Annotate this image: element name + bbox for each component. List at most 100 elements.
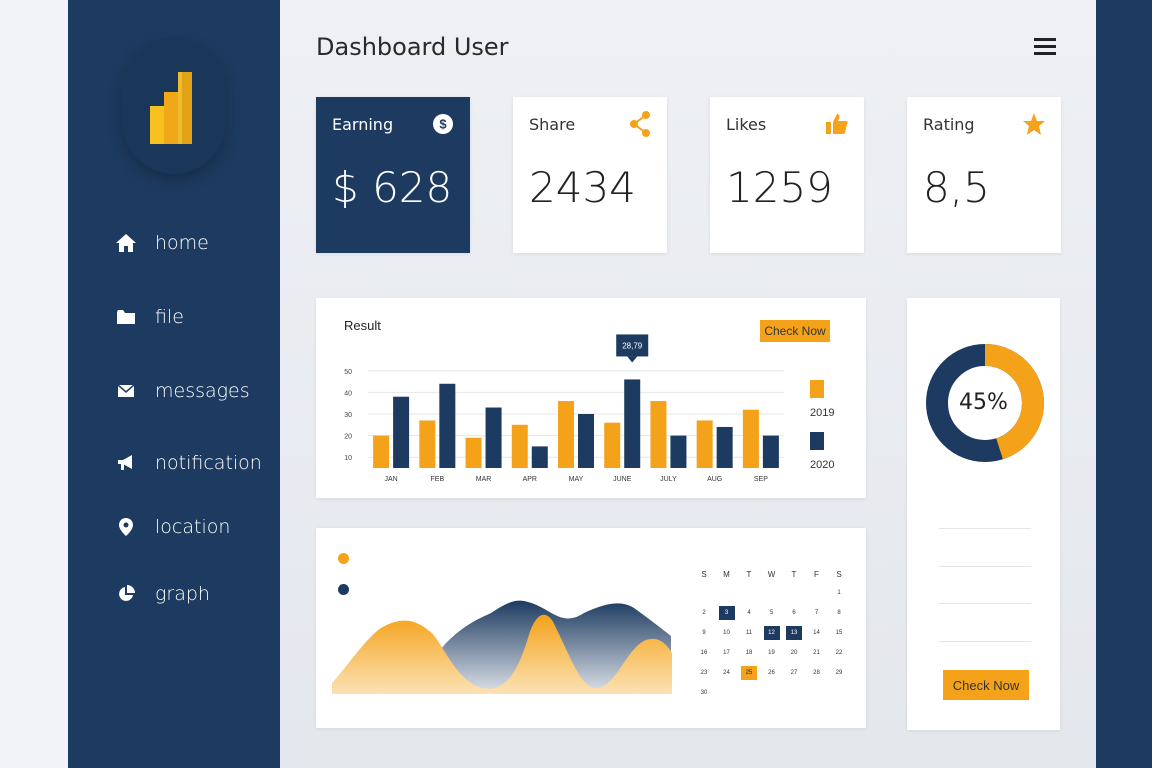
bar-2019-aug	[696, 420, 713, 468]
chart-title: Result	[344, 318, 381, 333]
bar-chart-logo-icon	[150, 72, 192, 144]
sidebar-item-home[interactable]: home	[116, 228, 209, 258]
area-series-orange	[332, 614, 672, 694]
stat-card-likes: Likes 1259	[710, 97, 864, 253]
calendar-day[interactable]: 3	[718, 606, 735, 620]
stat-value: 2434	[529, 163, 636, 212]
legend-dot-navy	[338, 584, 349, 595]
app-logo[interactable]	[122, 38, 226, 174]
stat-value: $ 628	[332, 163, 453, 212]
sidebar-item-label: home	[155, 232, 209, 254]
y-tick-label: 50	[344, 369, 352, 376]
bar-2020-jan	[393, 396, 410, 468]
bar-2019-sep	[742, 409, 759, 468]
legend-label: 2019	[810, 407, 834, 419]
megaphone-icon	[116, 453, 136, 473]
stat-label: Share	[529, 115, 576, 134]
calendar-day[interactable]: 5	[769, 610, 774, 616]
x-tick-label: MAY	[569, 476, 584, 483]
sidebar-item-messages[interactable]: messages	[116, 376, 250, 406]
calendar-day-header: W	[767, 570, 776, 579]
calendar-day[interactable]: 16	[700, 650, 708, 656]
star-icon	[1021, 111, 1047, 137]
sidebar-item-graph[interactable]: graph	[116, 579, 210, 609]
calendar-day[interactable]: 8	[837, 610, 841, 616]
hamburger-menu-icon[interactable]	[1032, 34, 1058, 62]
sidebar-item-notification[interactable]: notification	[116, 448, 262, 478]
calendar-day[interactable]: 29	[835, 670, 843, 676]
y-tick-label: 40	[344, 390, 352, 397]
calendar-day-header: S	[836, 570, 842, 579]
calendar-day[interactable]: 13	[786, 626, 802, 640]
calendar-day[interactable]: 27	[790, 670, 798, 676]
calendar-day-header: T	[791, 570, 797, 579]
pie-chart-icon	[116, 584, 136, 604]
bar-2020-feb	[439, 383, 456, 468]
calendar-day[interactable]: 26	[768, 670, 775, 676]
area-chart-panel: S M T W T F S 1 2 3 4 5 6 7 8 9 10 11 12 13 14 15 16 17 18 19 20 21…	[316, 528, 866, 728]
calendar-day[interactable]: 18	[745, 650, 753, 656]
calendar-day[interactable]: 20	[790, 650, 798, 656]
calendar-day[interactable]: 9	[702, 630, 706, 636]
calendar-day[interactable]: 6	[792, 610, 796, 616]
thumbs-up-icon	[824, 111, 850, 137]
folder-icon	[116, 307, 136, 327]
home-icon	[116, 233, 136, 253]
x-tick-label: JULY	[660, 476, 677, 483]
bar-2019-jan	[373, 435, 390, 468]
calendar-day[interactable]: 17	[723, 650, 730, 656]
divider	[939, 641, 1031, 642]
y-tick-label: 20	[344, 434, 352, 441]
calendar-day[interactable]: 1	[837, 590, 841, 596]
sidebar-item-file[interactable]: file	[116, 302, 184, 332]
calendar-day[interactable]: 25	[741, 666, 757, 680]
legend-swatch-2020	[810, 432, 824, 450]
stat-label: Likes	[726, 115, 767, 134]
calendar-day[interactable]: 23	[700, 670, 708, 676]
stat-value: 1259	[726, 163, 833, 212]
bar-2020-sep	[762, 435, 779, 468]
donut-progress-ring	[926, 344, 1044, 462]
calendar-day[interactable]: 15	[835, 630, 843, 636]
legend-label: 2020	[810, 459, 834, 471]
x-tick-label: SEP	[754, 476, 768, 483]
bar-2019-may	[558, 401, 574, 468]
calendar-day[interactable]: 10	[723, 630, 730, 636]
sidebar-item-location[interactable]: location	[116, 512, 230, 542]
y-tick-label: 10	[344, 455, 352, 462]
calendar-day[interactable]: 14	[813, 630, 820, 636]
check-now-button[interactable]: Check Now	[943, 670, 1029, 700]
legend-dot-orange	[338, 553, 349, 564]
bar-2020-apr	[531, 446, 548, 468]
calendar-day[interactable]: 2	[702, 610, 706, 616]
calendar-day[interactable]: 24	[723, 670, 730, 676]
calendar-day[interactable]: 22	[835, 650, 843, 656]
stat-value: 8,5	[923, 163, 990, 212]
page-title: Dashboard User	[316, 33, 509, 61]
stat-label: Earning	[332, 115, 394, 134]
calendar-day[interactable]: 4	[747, 610, 751, 616]
calendar-day[interactable]: 30	[700, 690, 708, 696]
stat-card-share: Share 2434	[513, 97, 667, 253]
check-now-button[interactable]: Check Now	[760, 320, 830, 342]
result-chart-panel: Result Check Now 10 20 30 40 50 JAN FEB MAR APR M…	[316, 298, 866, 498]
bar-chart: 10 20 30 40 50 JAN FEB MAR APR MAY JUNE JULY AUG SEP 2…	[344, 334, 834, 483]
tooltip-box	[616, 334, 649, 357]
calendar-day[interactable]: 19	[768, 650, 775, 656]
calendar-day[interactable]: 21	[813, 650, 820, 656]
calendar-day[interactable]: 11	[745, 630, 753, 636]
calendar-day-header: T	[746, 570, 752, 579]
sidebar-item-label: graph	[155, 583, 210, 605]
envelope-icon	[116, 381, 136, 401]
dollar-icon: $	[430, 111, 456, 137]
y-tick-label: 30	[344, 412, 352, 419]
bar-2020-june	[624, 379, 641, 468]
calendar-day-header: S	[701, 570, 707, 579]
divider	[939, 566, 1031, 567]
calendar-day[interactable]: 7	[814, 610, 819, 616]
tooltip-value: 28,79	[622, 341, 643, 350]
bar-2019-mar	[465, 437, 482, 468]
calendar-day[interactable]: 28	[813, 670, 820, 676]
calendar-day[interactable]: 12	[763, 626, 780, 640]
bar-2020-mar	[485, 407, 502, 468]
